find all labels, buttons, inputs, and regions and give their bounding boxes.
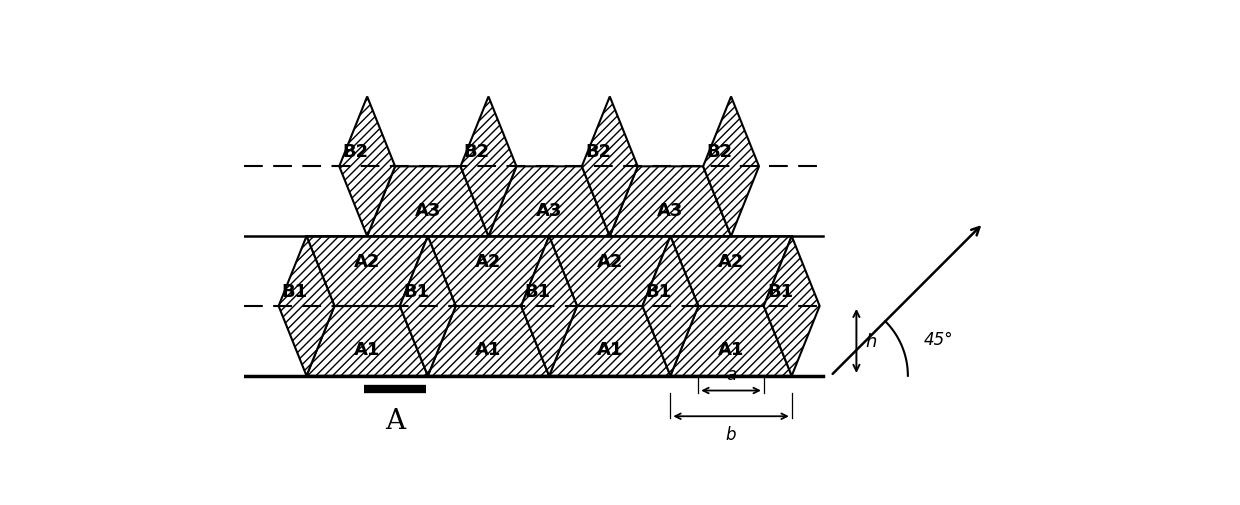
Polygon shape — [367, 167, 489, 237]
Text: A2: A2 — [353, 252, 381, 270]
Text: h: h — [866, 332, 877, 350]
Text: B1: B1 — [281, 282, 308, 300]
Text: A: A — [384, 408, 404, 435]
Polygon shape — [703, 97, 759, 237]
Text: 45°: 45° — [924, 330, 954, 348]
Polygon shape — [428, 307, 549, 376]
Polygon shape — [489, 167, 610, 237]
Polygon shape — [306, 237, 428, 307]
Text: b: b — [725, 425, 737, 443]
Text: B1: B1 — [766, 282, 794, 300]
Polygon shape — [340, 97, 396, 237]
Polygon shape — [428, 237, 549, 307]
Text: A1: A1 — [353, 340, 381, 359]
Text: A2: A2 — [718, 252, 744, 270]
Text: A1: A1 — [596, 340, 622, 359]
Text: B2: B2 — [585, 143, 611, 161]
Text: B1: B1 — [646, 282, 672, 300]
Polygon shape — [671, 307, 791, 376]
Polygon shape — [582, 97, 637, 237]
Polygon shape — [460, 97, 516, 237]
Polygon shape — [306, 307, 428, 376]
Polygon shape — [610, 167, 732, 237]
Text: A3: A3 — [536, 201, 562, 219]
Polygon shape — [521, 237, 577, 376]
Text: B2: B2 — [342, 143, 368, 161]
Text: a: a — [725, 366, 737, 383]
Polygon shape — [642, 237, 698, 376]
Text: B2: B2 — [464, 143, 490, 161]
Polygon shape — [399, 237, 456, 376]
Text: B1: B1 — [525, 282, 551, 300]
Polygon shape — [279, 237, 335, 376]
Polygon shape — [671, 237, 791, 307]
Text: A2: A2 — [596, 252, 622, 270]
Text: A2: A2 — [475, 252, 502, 270]
Text: B2: B2 — [707, 143, 733, 161]
Polygon shape — [549, 237, 671, 307]
Text: A3: A3 — [414, 201, 441, 219]
Polygon shape — [764, 237, 820, 376]
Text: A3: A3 — [657, 201, 683, 219]
Polygon shape — [549, 307, 671, 376]
Text: A1: A1 — [475, 340, 502, 359]
Text: A1: A1 — [718, 340, 744, 359]
Text: B1: B1 — [403, 282, 429, 300]
